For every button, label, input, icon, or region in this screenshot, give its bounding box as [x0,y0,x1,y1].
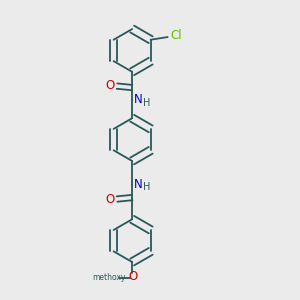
Text: H: H [143,182,150,192]
Text: Cl: Cl [171,29,182,42]
Text: O: O [106,79,115,92]
Text: N: N [134,93,143,106]
Text: N: N [134,178,143,191]
Text: H: H [143,98,150,108]
Text: methoxy: methoxy [92,273,126,282]
Text: O: O [106,194,115,206]
Text: O: O [129,270,138,283]
